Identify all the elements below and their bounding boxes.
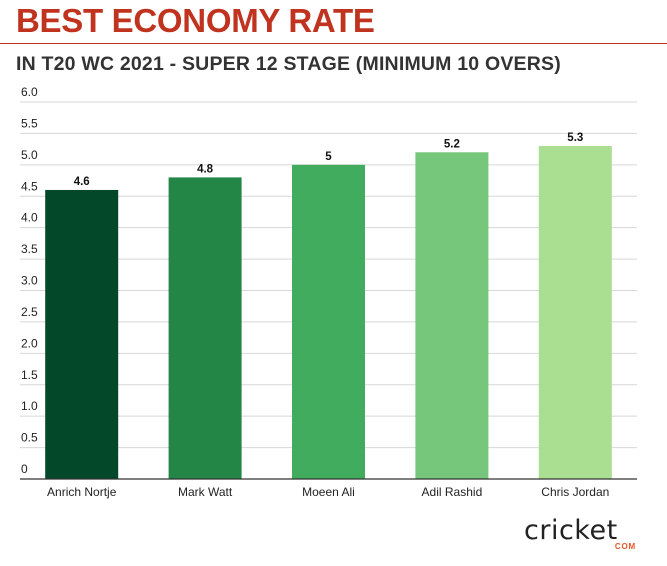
chart-subtitle: IN T20 WC 2021 - SUPER 12 STAGE (MINIMUM…: [16, 53, 561, 75]
data-label: 5.3: [567, 132, 583, 144]
x-category-label: Adil Rashid: [422, 485, 483, 499]
x-category-label: Chris Jordan: [541, 485, 609, 499]
data-label: 4.6: [74, 176, 90, 188]
y-tick-label: 2.0: [21, 336, 38, 350]
y-tick-label: 3.5: [21, 242, 38, 256]
bar: [45, 189, 119, 479]
data-label: 5.2: [444, 138, 460, 150]
y-tick-label: 0.5: [21, 431, 38, 445]
bar: [415, 152, 489, 479]
y-tick-label: 4.0: [21, 211, 38, 225]
y-tick-label: 0: [21, 462, 28, 476]
y-tick-label: 1.5: [21, 368, 38, 382]
cricket-com-logo: cricket COM: [524, 516, 640, 556]
x-category-label: Moeen Ali: [302, 485, 355, 499]
y-tick-label: 1.0: [21, 399, 38, 413]
bar: [538, 145, 612, 479]
title-divider: [0, 43, 667, 44]
data-label: 5: [325, 151, 332, 163]
x-category-label: Mark Watt: [178, 485, 233, 499]
bar: [292, 164, 365, 480]
y-tick-label: 4.5: [21, 179, 38, 193]
logo-com-suffix: COM: [614, 542, 636, 551]
y-tick-label: 6.0: [21, 85, 38, 99]
bar: [168, 177, 242, 479]
data-label: 4.8: [197, 163, 214, 175]
y-tick-label: 5.0: [21, 148, 38, 162]
x-category-label: Anrich Nortje: [47, 485, 117, 499]
bar-chart: 0 0.5 1.0 1.5 2.0 2.5 3.0 3.5 4.0 4.5 5.0 5.5 6.0 4.6…: [20, 85, 637, 499]
y-tick-label: 2.5: [21, 305, 38, 319]
y-tick-label: 3.0: [21, 274, 38, 288]
chart-title: BEST ECONOMY RATE: [16, 2, 375, 39]
logo-wordmark: cricket: [524, 515, 618, 546]
y-tick-label: 5.5: [21, 116, 38, 130]
